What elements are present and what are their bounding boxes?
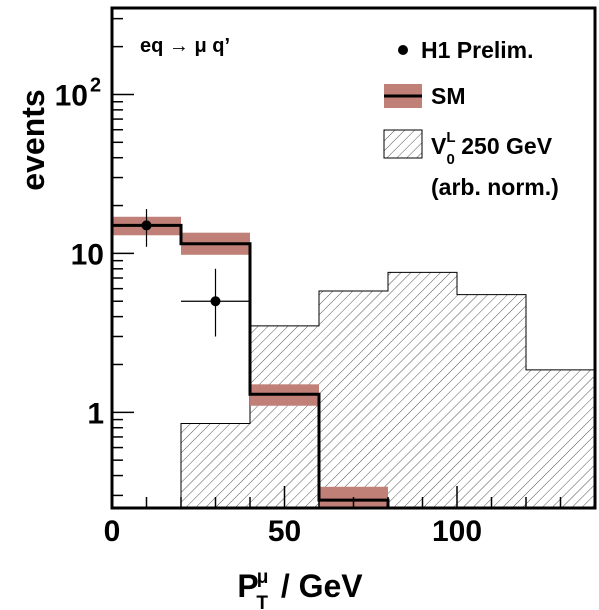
sm-line bbox=[112, 223, 595, 508]
signal-bin-4 bbox=[388, 272, 457, 508]
y-tick-sup-100: 2 bbox=[90, 74, 101, 96]
y-tick-label-10: 10 bbox=[71, 238, 104, 271]
legend-label-data: H1 Prelim. bbox=[421, 37, 534, 63]
x-tick-label-50: 50 bbox=[268, 515, 301, 548]
legend-marker-signal bbox=[383, 129, 423, 159]
signal-bin-1 bbox=[181, 423, 250, 508]
data-point-1 bbox=[210, 296, 221, 307]
plot-area bbox=[112, 209, 595, 508]
x-tick-label-100: 100 bbox=[432, 515, 482, 548]
x-axis-title: Pμ T / GeV bbox=[237, 567, 363, 610]
x-tick-label-0: 0 bbox=[104, 515, 121, 548]
x-axis: 0 50 100 bbox=[104, 486, 596, 548]
legend-label-sm: SM bbox=[431, 83, 466, 109]
x-axis-title-sub: T bbox=[256, 593, 268, 610]
signal-bin-2 bbox=[250, 325, 319, 508]
legend-label-signal: VL 0 250 GeV bbox=[431, 129, 553, 168]
x-axis-title-sup: μ bbox=[257, 567, 269, 588]
legend-note-signal: (arb. norm.) bbox=[431, 174, 559, 200]
legend-marker-data bbox=[398, 45, 408, 55]
y-tick-label-100: 10 bbox=[55, 79, 88, 112]
signal-bin-3 bbox=[319, 290, 388, 508]
y-axis-title: events bbox=[15, 89, 51, 190]
signal-bin-6 bbox=[526, 369, 595, 508]
signal-bin-5 bbox=[457, 294, 526, 508]
process-label: eq → μ q’ bbox=[140, 35, 230, 57]
signal-outline bbox=[112, 271, 595, 508]
legend: H1 Prelim. SM VL 0 250 GeV (arb. norm.) bbox=[383, 37, 559, 200]
data-point-0 bbox=[141, 220, 152, 231]
y-tick-label-1: 1 bbox=[87, 397, 104, 430]
